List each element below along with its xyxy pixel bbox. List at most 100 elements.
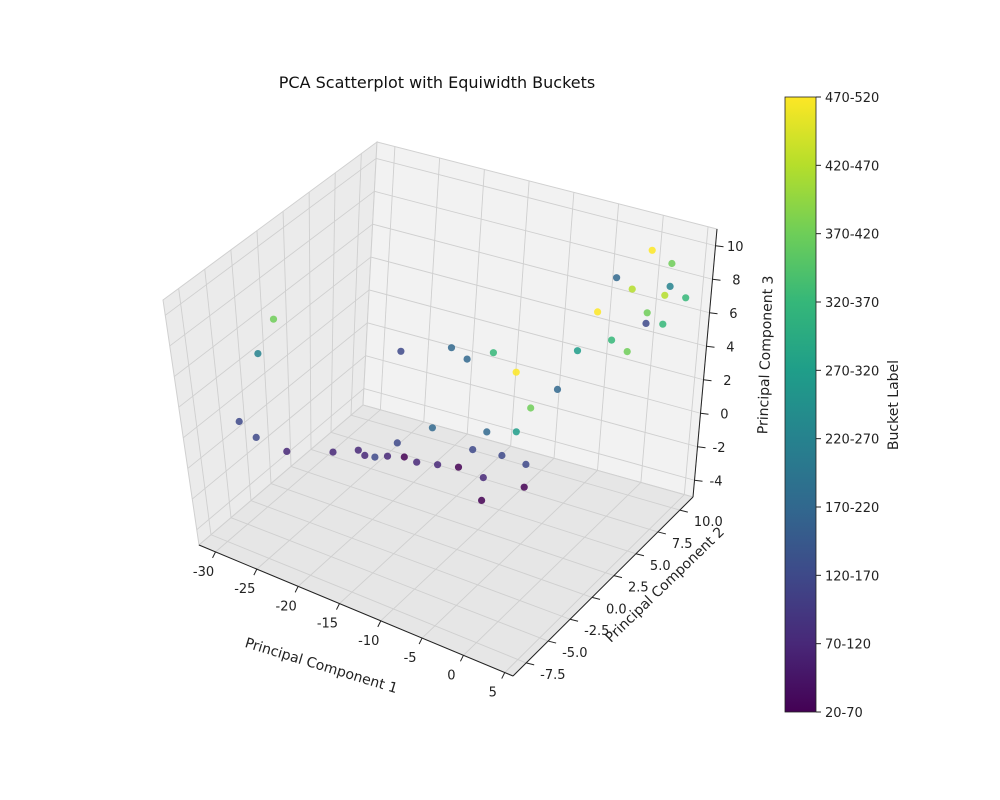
z-tick-mark [715, 245, 724, 248]
scatter-point [520, 483, 528, 491]
z-tick-mark [703, 379, 712, 382]
scatter-point [469, 446, 477, 454]
scatter-point [642, 319, 650, 327]
x-tick-label: -30 [193, 565, 214, 580]
y-gridline-floor [270, 483, 593, 598]
z-tick-label: 6 [729, 307, 737, 322]
y-tick-label: -5.0 [562, 646, 587, 661]
chart-title: PCA Scatterplot with Equiwidth Buckets [279, 73, 595, 92]
x-tick-mark [377, 620, 382, 628]
z-tick-label: 0 [720, 407, 728, 422]
colorbar-tick-label: 120-170 [825, 569, 879, 584]
y-gridline-floor [310, 448, 637, 555]
x-gridline-wall [683, 226, 709, 495]
scatter-point [668, 259, 676, 268]
y-tick-mark [548, 640, 557, 644]
x-gridline-wall [423, 157, 441, 422]
scatter-point [447, 344, 456, 352]
scatter-point [479, 474, 487, 482]
x-gridline-wall [379, 146, 396, 410]
scatter-point [463, 355, 471, 363]
scatter-point [648, 246, 656, 254]
scatter-point [666, 282, 674, 290]
scatter-point [682, 294, 690, 302]
scatter-point [454, 463, 463, 471]
scatter-point [608, 336, 616, 344]
scatter-point [522, 460, 530, 468]
scatter-point [661, 291, 669, 299]
x-gridline-floor [256, 421, 425, 570]
x-tick-mark [336, 603, 340, 610]
y-tick-label: -2.5 [584, 624, 609, 639]
scatter-point [659, 320, 667, 328]
x-gridline-floor [339, 445, 511, 604]
scatter-point [235, 417, 243, 426]
z-axis-label: Principal Component 3 [755, 275, 777, 434]
colorbar-tick-label: 70-120 [825, 638, 871, 653]
x-tick-label: -15 [317, 617, 338, 632]
colorbar-gradient [784, 96, 817, 713]
colorbar-tick-label: 170-220 [825, 501, 879, 516]
z-gridline-wall [363, 388, 695, 481]
y-tick-label: 10.0 [694, 515, 723, 530]
y-tick-label: 2.5 [628, 581, 649, 596]
x-gridline-wall [640, 215, 664, 483]
y-tick-mark [569, 618, 579, 622]
y-gridline-floor [330, 431, 659, 533]
x-tick-label: -5 [404, 651, 417, 666]
z-gridline-wall [367, 322, 701, 414]
colorbar-tick-label: 320-370 [825, 296, 879, 311]
y-gridline-floor [230, 517, 549, 642]
z-tick-label: 8 [732, 273, 740, 288]
scatter-point [393, 439, 401, 447]
scatter-point [371, 453, 379, 461]
scatter-point [434, 461, 442, 469]
z-gridline-wall [169, 190, 375, 347]
scatter-point [483, 428, 491, 436]
z-gridline-wall [370, 256, 707, 347]
scatter-point [254, 350, 262, 358]
z-axis-line [692, 228, 718, 498]
colorbar-tick-label: 470-520 [825, 91, 879, 106]
axes: -30-25-20-15-10-505-7.5-5.0-2.50.02.55.0… [193, 228, 744, 701]
x-tick-mark [253, 568, 258, 576]
y-tick-mark [635, 553, 645, 557]
z-tick-label: -2 [713, 441, 726, 456]
x-tick-mark [212, 551, 216, 559]
y-tick-label: 0.0 [606, 602, 627, 617]
z-gridline-wall [365, 355, 698, 448]
x-gridline-wall [466, 169, 485, 435]
x-gridline-wall [597, 203, 620, 471]
x-gridline-floor [421, 470, 598, 639]
scatter-point [383, 452, 392, 460]
y-gridline-floor [210, 534, 527, 664]
scatter-point [573, 347, 582, 355]
scatter-point [594, 308, 602, 316]
scatter-point [400, 453, 408, 461]
colorbar-tick-label: 370-420 [825, 228, 879, 243]
scatter-point [512, 428, 520, 436]
scatter-point [512, 368, 520, 376]
z-gridline-wall [182, 289, 370, 439]
x-tick-mark [294, 586, 299, 593]
x-gridline-floor [215, 409, 381, 553]
scatter-point [252, 433, 260, 441]
z-tick-mark [697, 446, 706, 449]
x-tick-label: -25 [234, 582, 255, 597]
x-gridline-floor [463, 482, 642, 656]
y-gridline-wall [308, 192, 312, 450]
scatter-point [553, 385, 562, 393]
z-tick-mark [700, 412, 709, 415]
y-gridline-wall [230, 249, 252, 501]
colorbar-tick-label: 270-320 [825, 364, 879, 379]
y-tick-mark [526, 662, 535, 666]
z-gridline-wall [187, 322, 368, 469]
y-tick-mark [591, 596, 601, 600]
y-tick-label: -7.5 [540, 668, 565, 683]
y-tick-mark [657, 531, 666, 535]
scatter-point [527, 404, 535, 412]
x-gridline-wall [553, 192, 575, 459]
colorbar-tick-label: 420-470 [825, 159, 879, 174]
scatter-point [489, 349, 497, 357]
scatter-point [478, 496, 486, 504]
